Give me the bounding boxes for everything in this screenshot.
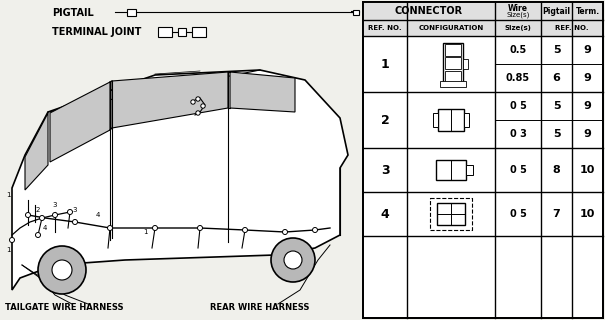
Text: REF. NO.: REF. NO.: [555, 25, 589, 31]
Text: 4: 4: [381, 207, 390, 220]
Text: CONFIGURATION: CONFIGURATION: [419, 25, 483, 31]
Text: 6: 6: [552, 73, 560, 83]
Text: 0.85: 0.85: [506, 73, 530, 83]
Bar: [440, 81, 466, 87]
Text: REAR WIRE HARNESS: REAR WIRE HARNESS: [210, 302, 309, 311]
Text: PIGTAIL: PIGTAIL: [52, 8, 94, 18]
Text: 1: 1: [381, 58, 390, 70]
Bar: [192, 27, 206, 37]
Bar: [127, 9, 136, 15]
Text: 10: 10: [580, 209, 595, 219]
Circle shape: [39, 215, 45, 220]
Text: 1: 1: [6, 247, 10, 253]
Text: TAILGATE WIRE HARNESS: TAILGATE WIRE HARNESS: [5, 302, 123, 311]
Circle shape: [25, 212, 30, 218]
Text: 4: 4: [96, 212, 100, 218]
Bar: [445, 44, 461, 56]
Text: 0.5: 0.5: [509, 45, 526, 55]
Circle shape: [196, 97, 200, 101]
Bar: [433, 113, 438, 127]
Text: CONNECTOR: CONNECTOR: [395, 6, 463, 16]
Polygon shape: [25, 113, 48, 190]
Text: 10: 10: [580, 165, 595, 175]
Text: 0 5: 0 5: [509, 101, 526, 111]
Text: 2: 2: [36, 207, 40, 213]
Text: 1: 1: [6, 192, 10, 198]
Circle shape: [53, 212, 57, 218]
Circle shape: [10, 237, 15, 243]
Circle shape: [52, 260, 72, 280]
Bar: [363, 2, 603, 318]
Text: 2: 2: [381, 114, 390, 126]
Bar: [158, 27, 172, 37]
Circle shape: [271, 238, 315, 282]
Text: 8: 8: [552, 165, 560, 175]
Polygon shape: [112, 72, 228, 128]
Circle shape: [243, 228, 247, 233]
Bar: [353, 10, 359, 14]
Bar: [464, 113, 469, 127]
Text: 0 5: 0 5: [509, 165, 526, 175]
Polygon shape: [230, 72, 295, 112]
Text: 0 5: 0 5: [509, 209, 526, 219]
Polygon shape: [12, 70, 348, 290]
Text: 3: 3: [53, 202, 57, 208]
Bar: [178, 28, 186, 36]
Bar: [363, 20, 603, 36]
Bar: [437, 203, 465, 225]
Text: 5: 5: [553, 129, 560, 139]
Text: 3: 3: [73, 207, 77, 213]
Text: 9: 9: [584, 73, 592, 83]
Circle shape: [38, 246, 86, 294]
Text: 9: 9: [584, 129, 592, 139]
Text: 0 3: 0 3: [509, 129, 526, 139]
Bar: [463, 59, 468, 69]
Circle shape: [191, 100, 195, 104]
Text: 9: 9: [584, 101, 592, 111]
Text: 4: 4: [43, 225, 47, 231]
Text: 5: 5: [553, 101, 560, 111]
Bar: [438, 109, 464, 131]
Bar: [466, 165, 473, 175]
Text: 7: 7: [552, 209, 560, 219]
Circle shape: [283, 229, 287, 235]
Text: Term.: Term.: [575, 6, 600, 15]
Bar: [445, 57, 461, 69]
Text: Wire: Wire: [508, 4, 528, 13]
Circle shape: [36, 233, 41, 237]
Circle shape: [196, 111, 200, 115]
Text: Size(s): Size(s): [506, 12, 530, 18]
Text: Size(s): Size(s): [505, 25, 531, 31]
Bar: [445, 71, 461, 83]
Circle shape: [313, 228, 318, 233]
Circle shape: [108, 226, 113, 230]
Circle shape: [73, 220, 77, 225]
Circle shape: [197, 226, 203, 230]
Circle shape: [201, 104, 205, 108]
Bar: [430, 198, 472, 230]
Bar: [443, 43, 463, 85]
Bar: [363, 2, 603, 318]
Bar: [363, 2, 603, 20]
Circle shape: [152, 226, 157, 230]
Circle shape: [68, 210, 73, 214]
Text: 5: 5: [553, 45, 560, 55]
Text: TERMINAL JOINT: TERMINAL JOINT: [52, 27, 142, 37]
Bar: [436, 160, 466, 180]
Text: 9: 9: [584, 45, 592, 55]
Circle shape: [284, 251, 302, 269]
Polygon shape: [50, 82, 110, 162]
Text: 3: 3: [381, 164, 389, 177]
Text: REF. NO.: REF. NO.: [368, 25, 402, 31]
Text: Pigtail: Pigtail: [543, 6, 571, 15]
Text: 1: 1: [143, 229, 147, 235]
